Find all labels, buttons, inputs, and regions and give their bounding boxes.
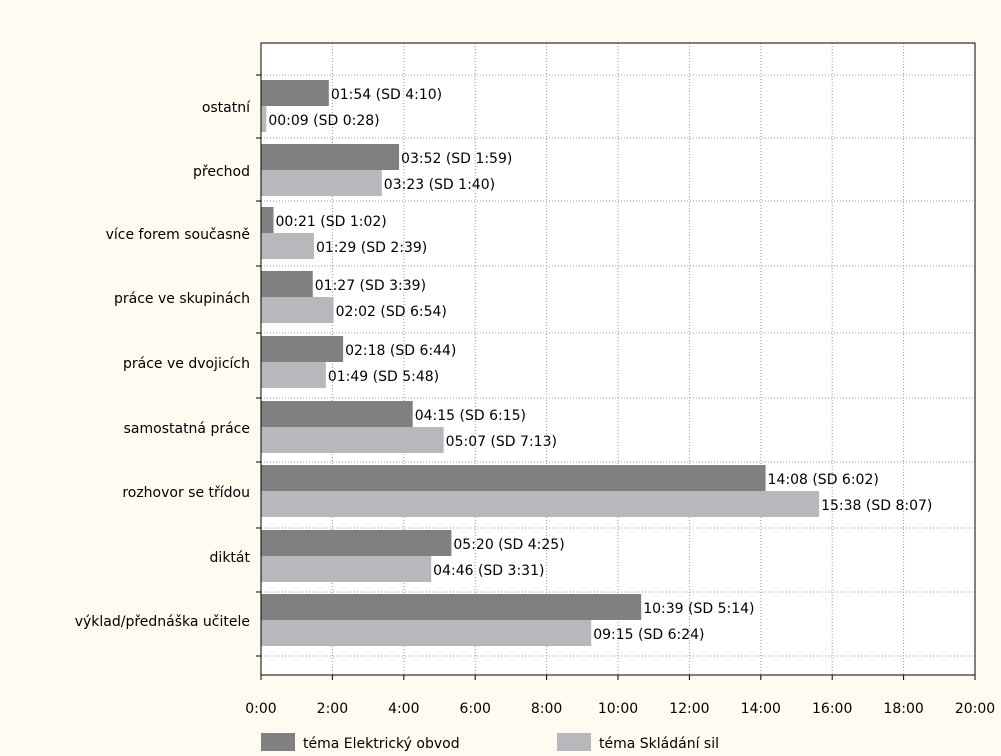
category-label-8: výklad/přednáška učitele: [75, 614, 250, 630]
category-label-2: více forem současně: [106, 227, 250, 243]
x-tick-label-8: 16:00: [812, 701, 852, 717]
category-label-0: ostatní: [202, 100, 251, 116]
bar-s1-7: [261, 556, 432, 582]
bar-s1-1: [261, 170, 382, 196]
legend-swatch-0: [261, 733, 295, 751]
category-labels: ostatní přechod více forem současně práce v…: [75, 100, 251, 630]
data-label-s1-8: 09:15 (SD 6:24): [593, 627, 704, 643]
data-label-s1-4: 01:49 (SD 5:48): [328, 369, 439, 385]
bar-s1-2: [261, 233, 314, 259]
legend: téma Elektrický obvod téma Skládání sil: [261, 733, 719, 752]
plot-frame: [260, 42, 976, 676]
bar-s0-4: [261, 336, 344, 362]
legend-swatch-1: [557, 733, 591, 751]
bar-s1-8: [261, 620, 592, 646]
data-label-s0-1: 03:52 (SD 1:59): [401, 151, 512, 167]
data-labels: 01:54 (SD 4:10) 00:09 (SD 0:28) 03:52 (SD …: [268, 87, 932, 643]
bar-s1-4: [261, 362, 326, 388]
bar-s0-2: [261, 207, 274, 233]
category-label-7: diktát: [210, 550, 251, 566]
x-tick-label-2: 4:00: [388, 701, 419, 717]
x-tick-label-10: 20:00: [955, 701, 995, 717]
data-label-s1-1: 03:23 (SD 1:40): [384, 177, 495, 193]
category-label-6: rozhovor se třídou: [122, 485, 250, 501]
x-tick-label-7: 14:00: [741, 701, 781, 717]
data-label-s0-2: 00:21 (SD 1:02): [275, 214, 386, 230]
bar-s0-8: [261, 594, 642, 620]
data-label-s1-5: 05:07 (SD 7:13): [446, 434, 557, 450]
category-label-1: přechod: [193, 164, 250, 180]
bar-s1-5: [261, 427, 444, 453]
data-label-s1-6: 15:38 (SD 8:07): [821, 498, 932, 514]
legend-label-1: téma Skládání sil: [599, 736, 719, 752]
grid-lines: [256, 43, 976, 680]
category-label-4: práce ve dvojicích: [123, 356, 250, 372]
bar-s1-0: [261, 106, 267, 132]
data-label-s0-5: 04:15 (SD 6:15): [415, 408, 526, 424]
data-label-s0-6: 14:08 (SD 6:02): [768, 472, 879, 488]
data-label-s0-7: 05:20 (SD 4:25): [453, 537, 564, 553]
data-label-s1-2: 01:29 (SD 2:39): [316, 240, 427, 256]
data-label-s0-3: 01:27 (SD 3:39): [315, 278, 426, 294]
x-tick-label-1: 2:00: [317, 701, 348, 717]
bar-s0-5: [261, 401, 413, 427]
data-label-s1-7: 04:46 (SD 3:31): [433, 563, 544, 579]
category-label-5: samostatná práce: [124, 421, 250, 437]
legend-label-0: téma Elektrický obvod: [303, 736, 460, 752]
data-label-s1-3: 02:02 (SD 6:54): [336, 304, 447, 320]
data-label-s0-0: 01:54 (SD 4:10): [331, 87, 442, 103]
bar-s0-7: [261, 530, 452, 556]
data-label-s0-8: 10:39 (SD 5:14): [643, 601, 754, 617]
x-tick-label-0: 0:00: [245, 701, 276, 717]
category-label-3: práce ve skupinách: [114, 291, 250, 307]
bar-s1-3: [261, 297, 334, 323]
bar-s0-3: [261, 271, 313, 297]
x-tick-label-5: 10:00: [598, 701, 638, 717]
x-tick-label-9: 18:00: [883, 701, 923, 717]
x-tick-label-6: 12:00: [669, 701, 709, 717]
data-label-s1-0: 00:09 (SD 0:28): [268, 113, 379, 129]
x-tick-label-3: 6:00: [459, 701, 490, 717]
data-label-s0-4: 02:18 (SD 6:44): [345, 343, 456, 359]
bars: [261, 80, 820, 646]
bar-s0-6: [261, 465, 766, 491]
x-axis-tick-labels: 0:00 2:00 4:00 6:00 8:00 10:00 12:00 14:00 16:00…: [245, 701, 995, 717]
bar-s0-1: [261, 144, 400, 170]
bar-s0-0: [261, 80, 329, 106]
x-tick-label-4: 8:00: [531, 701, 562, 717]
bar-s1-6: [261, 491, 820, 517]
